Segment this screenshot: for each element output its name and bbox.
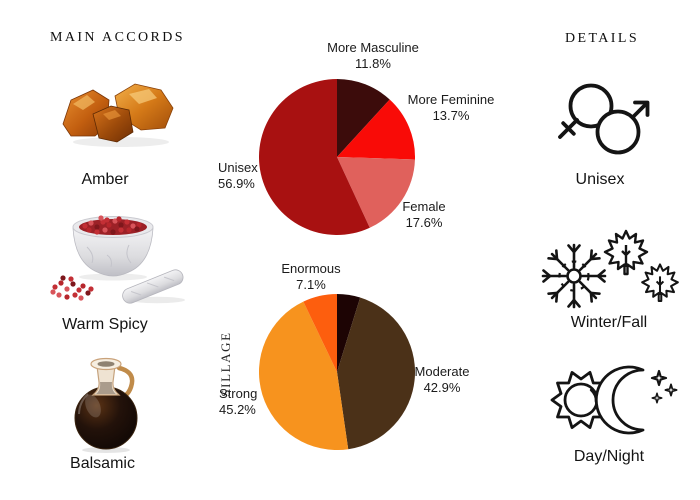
pie-slice-enormous xyxy=(303,294,337,372)
sillage-pie-chart xyxy=(259,294,415,450)
spilled-peppercorns xyxy=(50,275,94,301)
mortar-pestle-image xyxy=(50,215,185,304)
pie-slice-more-feminine xyxy=(337,99,415,160)
amber-stones-image xyxy=(62,83,174,147)
pie-label-pct: 11.8% xyxy=(355,55,391,71)
pestle xyxy=(122,269,184,304)
accord-label-balsamic: Balsamic xyxy=(70,455,135,472)
gender-unisex-icon xyxy=(558,83,650,155)
pie-slice-female xyxy=(337,157,415,228)
sparkle-stars xyxy=(650,369,678,404)
moon xyxy=(594,365,645,435)
pie-label-text: More Feminine xyxy=(407,92,495,107)
pie-label-text: Enormous xyxy=(281,261,341,276)
peppercorns xyxy=(82,215,142,235)
pie-label-pct: 7.1% xyxy=(296,276,326,292)
pie-label-more-feminine: More Feminine 13.7% xyxy=(391,92,511,123)
pie-label-pct: 13.7% xyxy=(432,107,470,123)
day-night-icon xyxy=(550,365,678,435)
pie-label-pct: 56.9% xyxy=(218,175,255,191)
pie-slice-moderate xyxy=(337,297,415,450)
pie-label-text: Female xyxy=(402,199,446,214)
maple-leaf-large xyxy=(603,229,649,276)
accord-label-warm-spicy: Warm Spicy xyxy=(62,316,148,333)
main-accords-title: MAIN ACCORDS xyxy=(50,30,185,45)
pie-slice-unlabeled xyxy=(337,294,361,372)
snowflake xyxy=(541,243,607,309)
detail-label-day-night: Day/Night xyxy=(573,448,645,465)
pie-label-strong: Strong 45.2% xyxy=(219,386,257,417)
pie-slice-strong xyxy=(259,301,349,450)
pie-label-enormous: Enormous 7.1% xyxy=(251,261,371,292)
pie-label-unisex: Unisex 56.9% xyxy=(218,160,258,191)
winter-fall-icon xyxy=(541,229,679,309)
pie-slice-more-masculine xyxy=(337,79,390,157)
detail-label-winter-fall: Winter/Fall xyxy=(570,314,648,331)
detail-label-unisex: Unisex xyxy=(575,171,625,188)
pie-label-female: Female 17.6% xyxy=(383,199,465,230)
pie-slice-unisex xyxy=(259,79,370,235)
pie-label-text: Strong xyxy=(219,386,258,401)
pie-label-text: Moderate xyxy=(414,364,470,379)
pie-label-text: More Masculine xyxy=(327,40,419,55)
accord-label-amber: Amber xyxy=(81,171,129,188)
pie-label-more-masculine: More Masculine 11.8% xyxy=(308,40,438,71)
maple-leaf-small xyxy=(641,263,679,303)
pie-label-pct: 17.6% xyxy=(405,214,443,230)
pie-label-moderate: Moderate 42.9% xyxy=(381,364,503,395)
details-title: DETAILS xyxy=(565,31,640,46)
balsamic-bottle-image xyxy=(74,357,138,453)
pie-label-pct: 45.2% xyxy=(219,401,256,417)
gender-pie-chart xyxy=(259,79,415,235)
pie-label-pct: 42.9% xyxy=(423,379,461,395)
pie-label-text: Unisex xyxy=(218,160,258,175)
